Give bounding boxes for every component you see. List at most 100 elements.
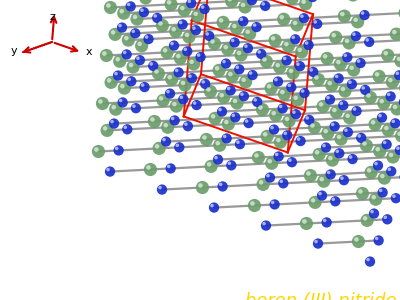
Point bbox=[362, 216, 368, 221]
Point bbox=[384, 217, 390, 222]
Point bbox=[275, 138, 282, 142]
Point bbox=[324, 220, 330, 225]
Point bbox=[201, 7, 208, 11]
Point bbox=[359, 11, 366, 16]
Point bbox=[234, 65, 240, 70]
Point bbox=[387, 78, 394, 82]
Point bbox=[283, 42, 290, 46]
Point bbox=[322, 54, 328, 59]
Point bbox=[106, 78, 112, 83]
Point bbox=[193, 28, 199, 33]
Point bbox=[282, 131, 288, 136]
Point bbox=[364, 38, 370, 42]
Point bbox=[382, 51, 389, 56]
Point bbox=[164, 125, 171, 130]
Point bbox=[256, 50, 262, 54]
Point bbox=[299, 89, 306, 94]
Point bbox=[156, 146, 162, 151]
Point bbox=[200, 80, 206, 84]
Point bbox=[224, 47, 231, 52]
Point bbox=[201, 135, 208, 140]
Point bbox=[276, 65, 283, 70]
Point bbox=[228, 88, 234, 93]
Point bbox=[276, 154, 282, 159]
Point bbox=[111, 121, 117, 126]
Point bbox=[348, 65, 355, 70]
Point bbox=[321, 143, 327, 148]
Point bbox=[232, 99, 238, 103]
Point bbox=[292, 95, 299, 100]
Point bbox=[318, 102, 324, 107]
Point bbox=[368, 170, 374, 175]
Point bbox=[218, 182, 224, 187]
Point bbox=[221, 59, 227, 64]
Point bbox=[143, 35, 150, 40]
Point bbox=[353, 34, 359, 39]
Point bbox=[270, 200, 276, 205]
Point bbox=[330, 33, 337, 38]
Text: y: y bbox=[10, 46, 17, 56]
Point bbox=[376, 74, 382, 79]
Point bbox=[347, 155, 354, 160]
Point bbox=[285, 44, 292, 49]
Point bbox=[349, 157, 356, 161]
Point bbox=[394, 106, 400, 111]
Point bbox=[320, 179, 327, 184]
Point bbox=[353, 237, 360, 242]
Point bbox=[369, 209, 375, 214]
Point bbox=[159, 23, 166, 28]
Point bbox=[330, 197, 336, 202]
Point bbox=[287, 158, 293, 163]
Point bbox=[379, 174, 386, 178]
Point bbox=[212, 116, 218, 121]
Point bbox=[339, 12, 346, 16]
Point bbox=[187, 74, 193, 79]
Point bbox=[335, 60, 342, 64]
Point bbox=[312, 20, 318, 24]
Point bbox=[398, 134, 400, 138]
Point bbox=[290, 35, 296, 40]
Point bbox=[259, 107, 266, 112]
Point bbox=[122, 125, 128, 130]
Point bbox=[272, 202, 278, 207]
Point bbox=[194, 14, 201, 18]
Point bbox=[366, 40, 372, 44]
Point bbox=[135, 56, 141, 61]
Point bbox=[310, 70, 316, 74]
Point bbox=[292, 37, 298, 42]
Point bbox=[261, 221, 267, 226]
Point bbox=[262, 4, 268, 8]
Point bbox=[150, 64, 156, 68]
Point bbox=[128, 4, 134, 9]
Point bbox=[258, 52, 264, 56]
Point bbox=[303, 221, 310, 226]
Point bbox=[151, 119, 158, 124]
Point bbox=[185, 124, 191, 129]
Point bbox=[104, 128, 110, 133]
Point bbox=[130, 64, 136, 69]
Point bbox=[323, 145, 329, 150]
Point bbox=[167, 91, 173, 96]
Point bbox=[124, 127, 130, 132]
Point bbox=[211, 41, 218, 46]
Point bbox=[232, 115, 238, 120]
Point bbox=[108, 80, 114, 85]
Point bbox=[377, 113, 383, 118]
Point bbox=[170, 27, 177, 32]
Point bbox=[109, 119, 115, 124]
Point bbox=[374, 147, 381, 152]
Point bbox=[252, 98, 258, 102]
Point bbox=[179, 6, 186, 10]
Point bbox=[322, 218, 328, 223]
Point bbox=[297, 64, 303, 69]
Point bbox=[356, 134, 362, 138]
Point bbox=[113, 71, 119, 76]
Point bbox=[101, 51, 108, 56]
Point bbox=[385, 128, 392, 133]
Point bbox=[216, 68, 222, 73]
Point bbox=[165, 89, 171, 94]
Point bbox=[251, 23, 258, 28]
Point bbox=[128, 79, 134, 84]
Point bbox=[313, 75, 320, 80]
Point bbox=[228, 163, 234, 168]
